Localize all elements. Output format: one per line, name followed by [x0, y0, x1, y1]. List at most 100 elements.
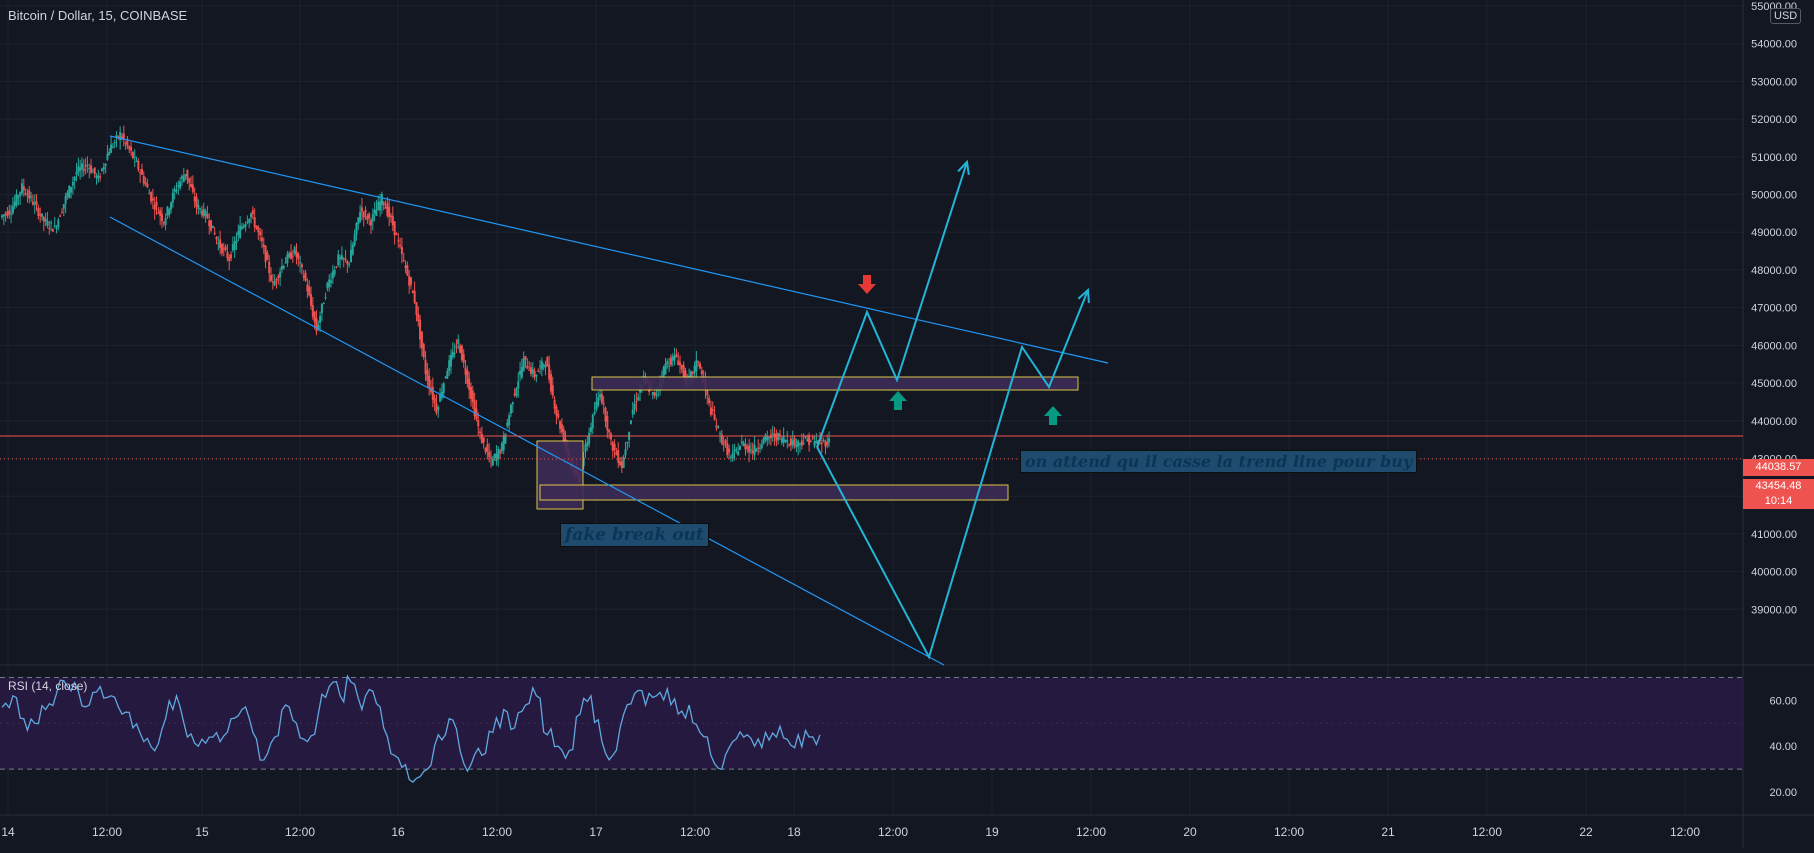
candle-body [188, 178, 191, 183]
candle-body [208, 220, 211, 227]
candle-body [700, 370, 703, 375]
candle-body [337, 254, 340, 266]
time-axis-label: 21 [1381, 825, 1395, 839]
candle-body [364, 209, 367, 213]
candle-body [653, 391, 656, 396]
candle-body [368, 213, 371, 219]
candle-body [709, 407, 712, 415]
trendline-lower [109, 216, 945, 666]
candle-body [37, 207, 40, 216]
candle-body [210, 220, 213, 231]
candle-body [468, 378, 471, 390]
candle-body [393, 221, 396, 236]
candle-body [324, 297, 327, 299]
zone-support [539, 484, 1009, 501]
price-axis-label: 53000.00 [1751, 76, 1797, 88]
candle-body [390, 215, 393, 218]
projection-arrowhead-a [957, 159, 970, 176]
candle-body [699, 363, 702, 369]
candle-body [199, 208, 202, 210]
candle-body [284, 262, 287, 264]
candle-body [110, 144, 113, 153]
candle-body [537, 370, 540, 372]
currency-badge[interactable]: USD [1770, 8, 1802, 24]
candle-body [744, 444, 747, 450]
candle-body [539, 366, 542, 368]
candle-body [217, 242, 220, 244]
rsi-axis-label: 40.00 [1769, 741, 1797, 753]
candle-body [740, 441, 743, 444]
candle-body [335, 266, 338, 268]
candle-body [353, 234, 356, 246]
candle-body [406, 265, 409, 276]
candle-body [500, 443, 503, 452]
candle-body [788, 444, 791, 446]
candle-body [164, 218, 167, 226]
candle-body [97, 175, 100, 179]
candle-body [639, 388, 642, 393]
candle-body [251, 210, 254, 215]
candle-body [200, 210, 203, 216]
rsi-line [1, 674, 821, 783]
candle-body [362, 212, 365, 218]
candle-body [204, 211, 207, 216]
candle-body [706, 390, 709, 396]
candle-body [148, 193, 151, 195]
candle-body [180, 176, 183, 179]
candle-body [459, 345, 462, 353]
candle-body [437, 407, 440, 410]
trendline-upper [109, 135, 1109, 364]
annotation-fake-breakout[interactable]: fake break out [560, 523, 709, 547]
candle-body [293, 247, 296, 254]
candle-body [799, 443, 802, 445]
candle-body [442, 383, 445, 394]
candle-body [693, 365, 696, 373]
candle-body [651, 392, 654, 395]
candle-body [331, 271, 334, 279]
candle-body [757, 447, 760, 449]
rsi-title[interactable]: RSI (14, close) [8, 679, 88, 693]
candle-body [493, 454, 496, 458]
candle-body [480, 433, 483, 444]
candle-body [260, 237, 263, 242]
candle-body [509, 404, 512, 414]
candle-body [4, 213, 7, 215]
candle-body [226, 251, 229, 259]
candle-body [619, 461, 622, 465]
candle-body [708, 398, 711, 404]
candle-body [282, 265, 285, 269]
candle-body [228, 257, 231, 261]
candle-body [457, 339, 460, 345]
candle-body [495, 453, 498, 462]
candle-body [271, 281, 274, 283]
candle-body [315, 318, 318, 332]
candle-body [506, 422, 509, 427]
time-axis-label: 19 [985, 825, 999, 839]
candle-body [620, 460, 623, 469]
candle-body [502, 435, 505, 451]
candle-body [377, 201, 380, 210]
candle-body [526, 365, 529, 369]
candle-body [173, 189, 176, 193]
candle-body [762, 437, 765, 444]
time-axis-label: 14 [1, 825, 15, 839]
candle-body [239, 225, 242, 238]
candle-body [622, 456, 625, 468]
candle-body [675, 354, 678, 357]
candle-body [822, 440, 825, 442]
candle-body [408, 275, 411, 286]
candle-body [224, 246, 227, 250]
candle-body [775, 433, 778, 441]
candle-body [295, 250, 298, 257]
candle-body [8, 210, 11, 215]
candle-body [275, 279, 278, 281]
projection-arrowhead-b [1077, 287, 1090, 304]
candle-body [75, 171, 78, 175]
candle-body [162, 222, 165, 224]
candle-body [46, 220, 49, 226]
candle-body [422, 344, 425, 358]
time-axis-label: 12:00 [680, 825, 710, 839]
annotation-wait-note[interactable]: on attend qu il casse la trend line pour… [1020, 450, 1418, 473]
